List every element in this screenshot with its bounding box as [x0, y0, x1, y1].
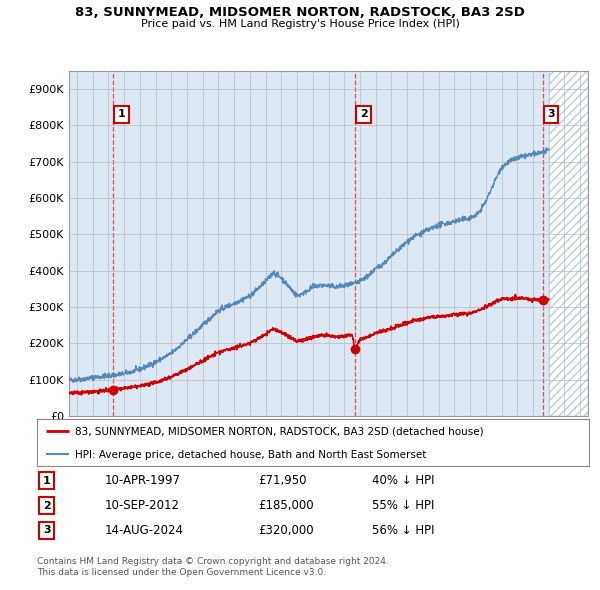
- Text: £185,000: £185,000: [258, 499, 314, 512]
- Text: 2: 2: [43, 501, 50, 510]
- Text: 83, SUNNYMEAD, MIDSOMER NORTON, RADSTOCK, BA3 2SD (detached house): 83, SUNNYMEAD, MIDSOMER NORTON, RADSTOCK…: [75, 427, 484, 437]
- Text: 10-SEP-2012: 10-SEP-2012: [105, 499, 180, 512]
- Text: Price paid vs. HM Land Registry's House Price Index (HPI): Price paid vs. HM Land Registry's House …: [140, 19, 460, 29]
- Text: 3: 3: [547, 109, 555, 119]
- Text: 2: 2: [360, 109, 368, 119]
- Text: HPI: Average price, detached house, Bath and North East Somerset: HPI: Average price, detached house, Bath…: [75, 450, 426, 460]
- Text: Contains HM Land Registry data © Crown copyright and database right 2024.: Contains HM Land Registry data © Crown c…: [37, 558, 389, 566]
- Text: 55% ↓ HPI: 55% ↓ HPI: [372, 499, 434, 512]
- Text: 3: 3: [43, 526, 50, 535]
- Text: 56% ↓ HPI: 56% ↓ HPI: [372, 524, 434, 537]
- Text: 14-AUG-2024: 14-AUG-2024: [105, 524, 184, 537]
- Text: 10-APR-1997: 10-APR-1997: [105, 474, 181, 487]
- Text: 1: 1: [43, 476, 50, 486]
- Text: £320,000: £320,000: [258, 524, 314, 537]
- Text: 40% ↓ HPI: 40% ↓ HPI: [372, 474, 434, 487]
- Text: 83, SUNNYMEAD, MIDSOMER NORTON, RADSTOCK, BA3 2SD: 83, SUNNYMEAD, MIDSOMER NORTON, RADSTOCK…: [75, 6, 525, 19]
- Text: £71,950: £71,950: [258, 474, 307, 487]
- Text: This data is licensed under the Open Government Licence v3.0.: This data is licensed under the Open Gov…: [37, 568, 326, 577]
- Bar: [548, 71, 588, 416]
- Text: 1: 1: [118, 109, 125, 119]
